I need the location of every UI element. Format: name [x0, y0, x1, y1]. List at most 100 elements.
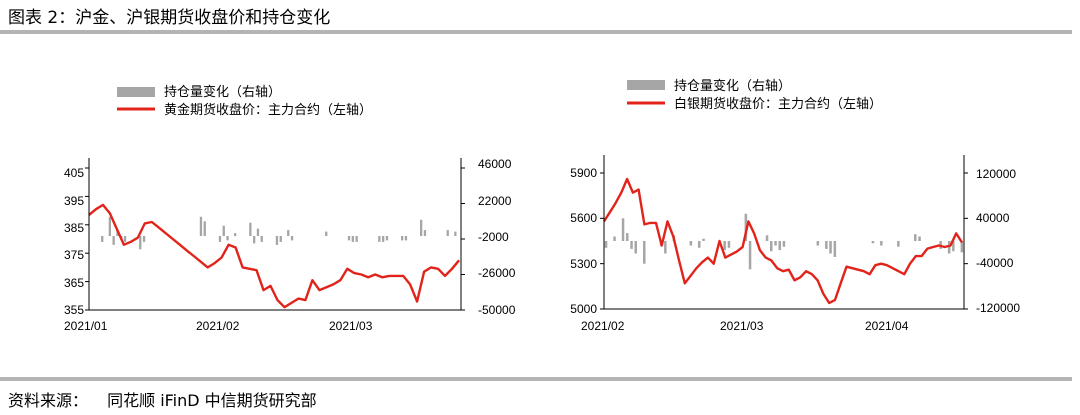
gold-position-change-bar: [420, 219, 423, 237]
silver-position-change-bar: [960, 241, 964, 253]
silver-position-change-bar: [770, 241, 773, 252]
gold-position-change-bar: [139, 236, 142, 250]
gold-position-change-bar: [275, 236, 279, 245]
silver-ytick-left: 5900: [570, 166, 597, 180]
silver-xtick: 2021/03: [720, 319, 764, 333]
silver-legend-bar-swatch: [627, 80, 665, 90]
gold-position-change-bar: [401, 236, 404, 241]
gold-position-change-bar: [351, 236, 354, 242]
silver-position-change-bar: [621, 218, 625, 241]
gold-position-change-bar: [226, 236, 229, 241]
gold-position-change-bar: [423, 230, 427, 236]
silver-position-change-bar: [723, 241, 726, 251]
silver-bar-series: [604, 213, 964, 270]
silver-position-change-bar: [918, 236, 921, 241]
silver-xtick: 2021/02: [581, 319, 625, 333]
silver-ytick-right: -40000: [976, 256, 1014, 270]
gold-position-change-bar: [123, 236, 127, 242]
silver-ytick-left: 5000: [570, 302, 597, 316]
silver-position-change-bar: [829, 241, 832, 254]
gold-position-change-bar: [253, 236, 256, 244]
silver-position-change-bar: [604, 241, 608, 248]
silver-position-change-bar: [897, 241, 900, 247]
gold-position-change-bar: [256, 228, 260, 236]
gold-ytick-left: 365: [64, 276, 84, 290]
silver-xtick: 2021/04: [865, 319, 909, 333]
gold-ytick-left: 405: [64, 166, 84, 180]
gold-price-line: [88, 203, 460, 309]
gold-legend-line-label: 黄金期货收盘价：主力合约（左轴）: [164, 102, 372, 118]
gold-position-change-bar: [290, 236, 294, 241]
gold-legend-bar-swatch: [117, 87, 155, 97]
silver-position-change-bar: [626, 233, 629, 241]
top-divider: [0, 30, 1072, 34]
gold-ytick-right: 22000: [478, 194, 512, 208]
gold-ytick-right: -26000: [478, 266, 516, 280]
silver-chart: 持仓量变化（右轴） 白银期货收盘价：主力合约（左轴） 5900 5600 530…: [570, 78, 1020, 333]
source-note: 资料来源： 同花顺 iFinD 中信期货研究部: [8, 387, 317, 411]
silver-ytick-right: 40000: [976, 211, 1010, 225]
gold-ytick-left: 355: [64, 303, 84, 317]
gold-position-change-bar: [446, 230, 449, 236]
gold-position-change-bar: [101, 236, 104, 242]
gold-position-change-bar: [325, 231, 328, 236]
gold-chart: 持仓量变化（右轴） 黄金期货收盘价：主力合约（左轴） 405 395 385 3…: [64, 84, 516, 333]
gold-ytick-right: 46000: [478, 157, 512, 171]
gold-position-change-bar: [108, 216, 111, 236]
silver-position-change-bar: [634, 241, 637, 254]
gold-position-change-bar: [454, 231, 457, 236]
silver-ytick-left: 5300: [570, 257, 597, 271]
silver-position-change-bar: [833, 241, 837, 257]
gold-legend-bar-label: 持仓量变化（右轴）: [164, 84, 281, 100]
silver-position-change-bar: [778, 241, 781, 251]
gold-position-change-bar: [287, 230, 290, 236]
gold-xtick: 2021/01: [64, 319, 108, 333]
silver-legend-bar-label: 持仓量变化（右轴）: [674, 78, 791, 94]
bottom-divider: [0, 377, 1072, 381]
silver-position-change-bar: [689, 241, 693, 246]
silver-position-change-bar: [748, 241, 752, 270]
source-text: 同花顺 iFinD 中信期货研究部: [107, 391, 317, 410]
silver-legend-line-label: 白银期货收盘价：主力合约（左轴）: [674, 96, 882, 112]
silver-position-change-bar: [816, 241, 820, 246]
figure-title: 图表 2：沪金、沪银期货收盘价和持仓变化: [8, 8, 331, 28]
silver-price-line: [602, 177, 964, 305]
silver-position-change-bar: [727, 241, 731, 248]
gold-position-change-bar: [222, 225, 225, 237]
gold-position-change-bar: [203, 221, 206, 237]
silver-ytick-right: 120000: [976, 167, 1016, 181]
gold-position-change-bar: [260, 236, 263, 242]
silver-position-change-bar: [664, 241, 667, 254]
gold-position-change-bar: [404, 236, 408, 241]
silver-position-change-bar: [871, 241, 875, 244]
silver-position-change-bar: [630, 241, 633, 249]
silver-position-change-bar: [613, 236, 616, 241]
gold-position-change-bar: [142, 236, 146, 242]
gold-xtick: 2021/03: [329, 319, 373, 333]
silver-position-change-bar: [702, 238, 705, 241]
gold-ytick-left: 385: [64, 221, 84, 235]
silver-position-change-bar: [698, 241, 701, 248]
gold-position-change-bar: [385, 236, 389, 241]
silver-position-change-bar: [643, 241, 646, 264]
gold-position-change-bar: [279, 236, 282, 242]
gold-xtick: 2021/02: [196, 319, 240, 333]
silver-position-change-bar: [952, 241, 955, 252]
source-label: 资料来源：: [8, 391, 89, 410]
gold-position-change-bar: [378, 236, 381, 242]
gold-position-change-bar: [249, 222, 252, 236]
gold-ytick-right: -50000: [478, 303, 516, 317]
gold-position-change-bar: [234, 233, 237, 237]
silver-position-change-bar: [825, 241, 828, 249]
gold-ytick-left: 375: [64, 248, 84, 262]
silver-ytick-right: -120000: [976, 301, 1020, 315]
gold-position-change-bar: [347, 236, 351, 241]
silver-position-change-bar: [782, 241, 786, 247]
gold-ytick-left: 395: [64, 194, 84, 208]
silver-position-change-bar: [765, 235, 769, 241]
gold-position-change-bar: [382, 236, 385, 242]
silver-position-change-bar: [947, 241, 951, 254]
gold-ytick-right: -2000: [478, 230, 509, 244]
silver-ytick-left: 5600: [570, 211, 597, 225]
gold-position-change-bar: [218, 236, 222, 242]
